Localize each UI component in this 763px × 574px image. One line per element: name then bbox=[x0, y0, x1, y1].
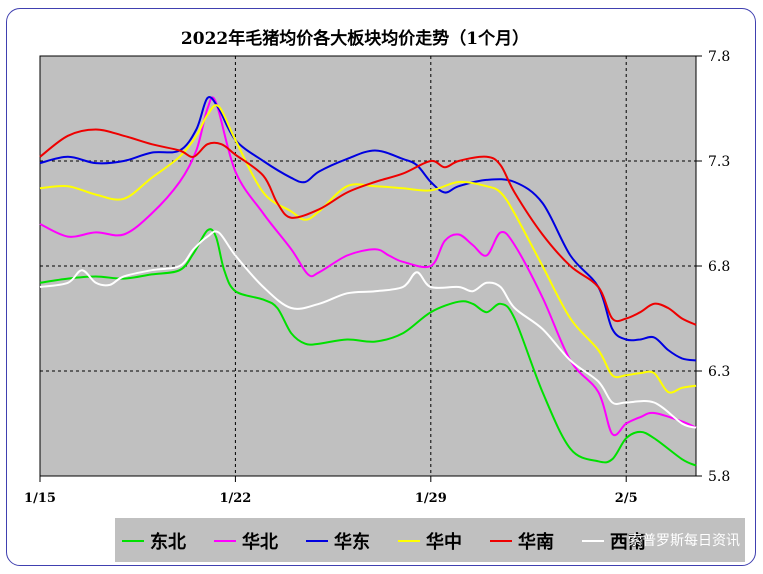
x-tick-label-0: 1/15 bbox=[24, 491, 56, 506]
series-line-5 bbox=[39, 230, 697, 429]
legend-label-0: 东北 bbox=[150, 531, 186, 553]
series-line-0 bbox=[39, 228, 697, 467]
legend-label-1: 华北 bbox=[242, 531, 278, 553]
y-tick-label-1: 6.3 bbox=[708, 364, 730, 380]
y-axis: 5.8 6.3 6.8 7.3 7.8 bbox=[696, 49, 730, 485]
y-tick-label-4: 7.8 bbox=[708, 49, 730, 65]
x-tick-label-1: 1/22 bbox=[219, 491, 251, 506]
y-tick-label-2: 6.8 bbox=[708, 259, 730, 275]
watermark-text: 索普罗斯每日资讯 bbox=[628, 532, 740, 549]
chart-title: 2022年毛猪均价各大板块均价走势（1个月） bbox=[181, 28, 529, 49]
legend-label-3: 华中 bbox=[426, 531, 462, 553]
legend-label-2: 华东 bbox=[334, 531, 370, 553]
legend-label-5: 西南 bbox=[610, 531, 646, 553]
y-tick-label-0: 5.8 bbox=[708, 469, 730, 485]
x-tick-label-3: 2/5 bbox=[615, 491, 638, 506]
series-line-2 bbox=[39, 96, 697, 362]
x-tick-label-2: 1/29 bbox=[415, 491, 447, 506]
legend-items: 东北 华北 华东 华中 华南 西南 bbox=[122, 531, 646, 553]
series-layer bbox=[39, 96, 697, 467]
series-line-4 bbox=[39, 128, 697, 326]
legend-label-4: 华南 bbox=[518, 531, 554, 553]
x-axis: 1/151/221/292/52/12 bbox=[24, 476, 638, 506]
series-line-1 bbox=[39, 96, 697, 437]
grid-lines bbox=[40, 56, 696, 476]
y-tick-label-3: 7.3 bbox=[708, 154, 730, 170]
series-line-3 bbox=[39, 104, 697, 394]
